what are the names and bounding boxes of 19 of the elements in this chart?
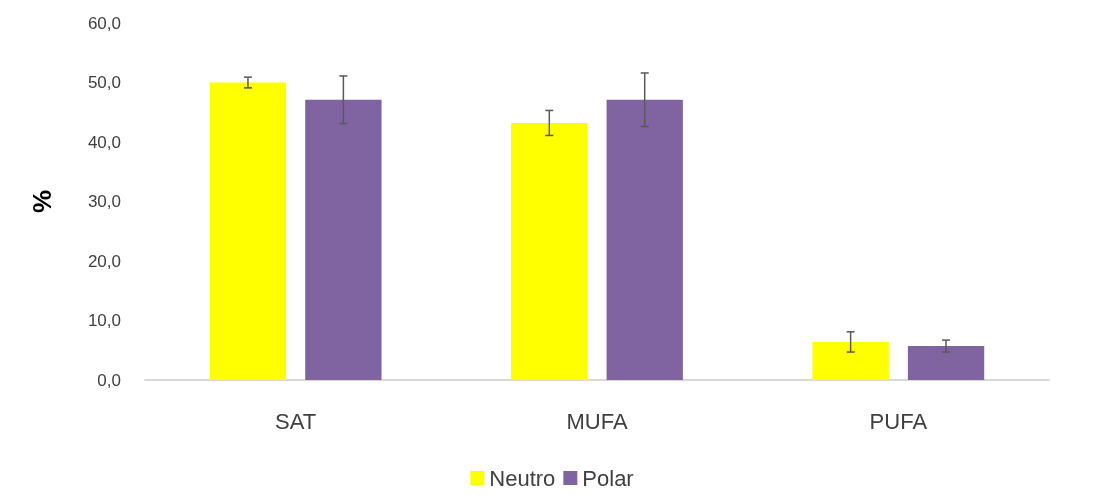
y-tick-label: 0,0 [97, 370, 121, 390]
y-tick-label: 40,0 [87, 132, 121, 152]
x-tick-label: SAT [275, 408, 317, 434]
y-tick-label: 30,0 [87, 192, 121, 211]
bar [606, 99, 683, 380]
legend-label: Neutro [489, 465, 556, 491]
bar [812, 341, 889, 380]
y-tick-label: 50,0 [87, 73, 121, 92]
bar [907, 346, 985, 380]
x-tick-label: MUFA [566, 408, 628, 434]
legend-label: Polar [582, 465, 634, 491]
bar [305, 99, 382, 380]
bar [209, 82, 287, 380]
x-tick-label: PUFA [869, 408, 928, 434]
y-axis-title: % [27, 189, 57, 214]
y-tick-label: 10,0 [87, 311, 121, 330]
y-tick-label: 60,0 [87, 13, 121, 33]
y-tick-label: 20,0 [87, 251, 121, 271]
bar [511, 122, 588, 380]
